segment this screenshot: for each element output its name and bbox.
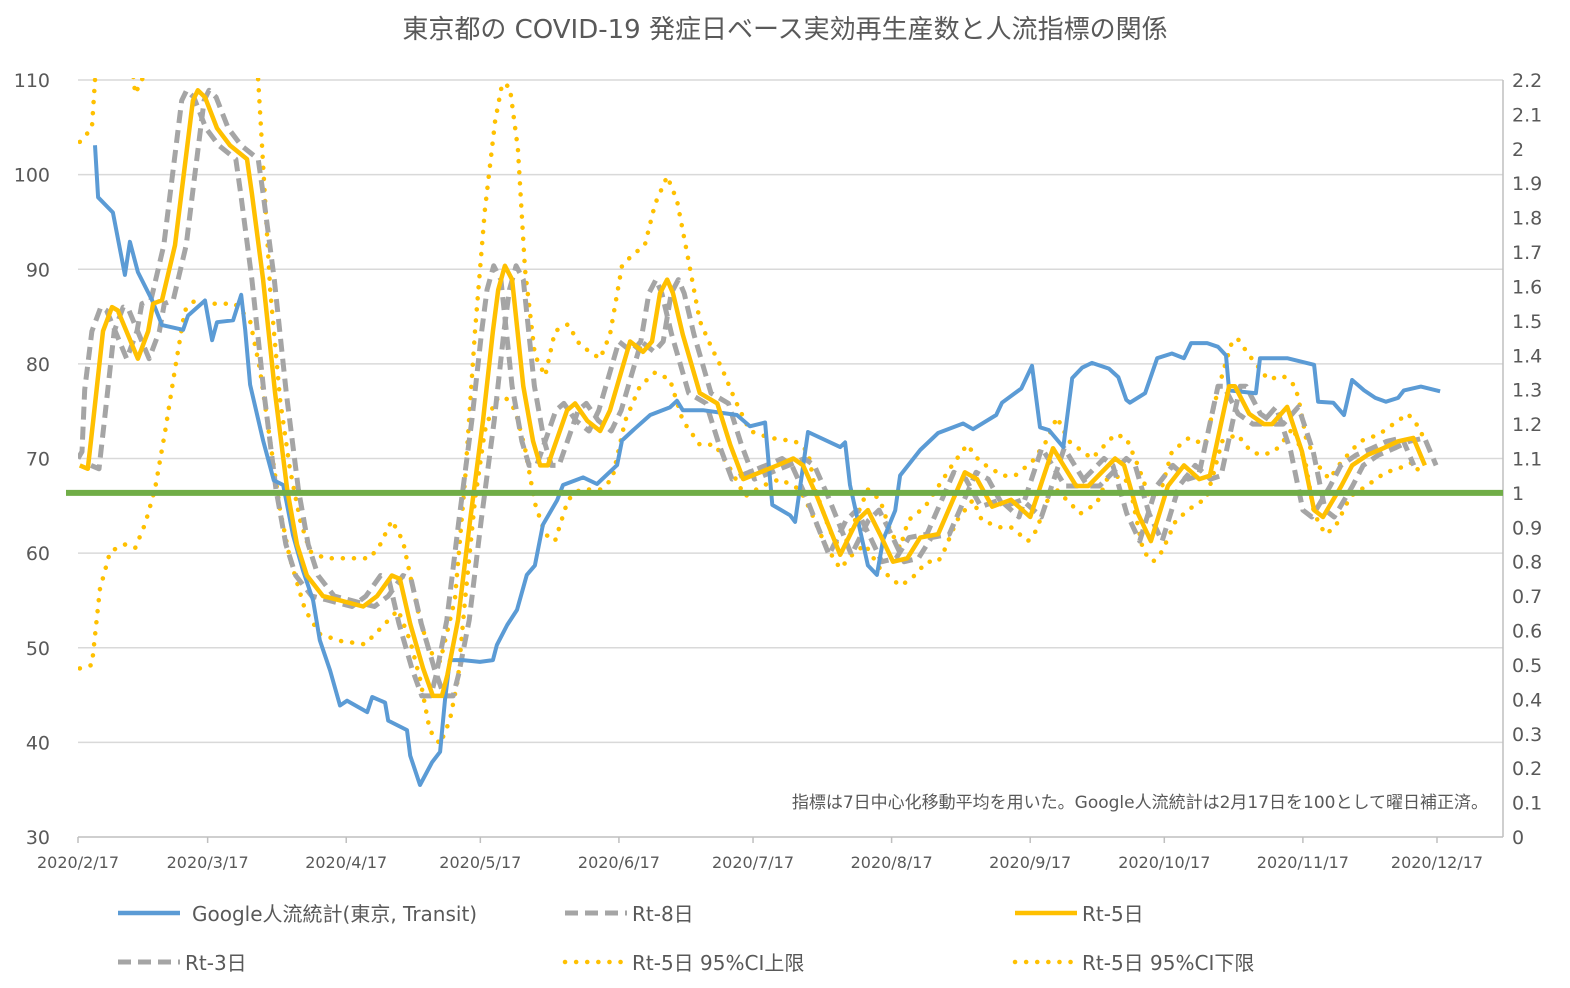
x-tick-label: 2020/12/17 <box>1391 853 1483 872</box>
x-tick-label: 2020/4/17 <box>305 853 387 872</box>
y-right-tick-label: 1.5 <box>1512 311 1542 333</box>
legend: Google人流統計(東京, Transit) Rt-8日 Rt-5日 Rt-3日 Rt… <box>118 902 1254 975</box>
x-tick-label: 2020/8/17 <box>851 853 933 872</box>
x-tick-label: 2020/6/17 <box>578 853 660 872</box>
x-tick-label: 2020/2/17 <box>37 853 119 872</box>
y-left-tick-label: 90 <box>26 259 50 281</box>
y-left-tick-label: 100 <box>14 165 50 187</box>
y-right-tick-label: 0.5 <box>1512 655 1542 677</box>
gridlines <box>78 79 1503 744</box>
y-right-tick-label: 0 <box>1512 827 1524 849</box>
y-right-tick-label: 1.8 <box>1512 208 1542 230</box>
series-line-rt3 <box>90 87 1439 699</box>
y-right-tick-label: 0.8 <box>1512 552 1542 574</box>
y-right-tick-label: 0.1 <box>1512 793 1542 815</box>
x-tick-label: 2020/7/17 <box>712 853 794 872</box>
chart-title: 東京都の COVID-19 発症日ベース実効再生産数と人流指標の関係 <box>402 15 1167 45</box>
y-left-tick-label: 70 <box>26 449 50 471</box>
legend-label: Google人流統計(東京, Transit) <box>192 902 477 926</box>
legend-item-ci_upper: Rt-5日 95%CI上限 <box>562 951 804 975</box>
x-tick-label: 2020/3/17 <box>167 853 249 872</box>
y-right-tick-label: 0.3 <box>1512 724 1542 746</box>
x-tick-label: 2020/10/17 <box>1118 853 1210 872</box>
series-line-rt8 <box>78 87 1417 699</box>
y-right-tick-label: 2.1 <box>1512 104 1542 126</box>
y-left-tick-label: 80 <box>26 354 50 376</box>
legend-label: Rt-5日 <box>1082 902 1144 926</box>
x-tick-label: 2020/9/17 <box>989 853 1071 872</box>
legend-label: Rt-3日 <box>185 951 247 975</box>
y-right-tick-label: 0.2 <box>1512 758 1542 780</box>
y-right-tick-label: 0.4 <box>1512 689 1542 711</box>
y-left-tick-label: 110 <box>14 70 50 92</box>
series-group <box>78 78 1441 787</box>
chart-annotation: 指標は7日中心化移動平均を用いた。Google人流統計は2月17日を100として… <box>792 793 1488 813</box>
legend-item-google: Google人流統計(東京, Transit) <box>118 902 477 926</box>
legend-label: Rt-5日 95%CI上限 <box>632 951 804 975</box>
y-right-tick-label: 1.3 <box>1512 380 1542 402</box>
y-right-tick-label: 1.7 <box>1512 242 1542 264</box>
y-right-tick-label: 1.9 <box>1512 173 1542 195</box>
y-right-tick-label: 0.7 <box>1512 586 1542 608</box>
legend-item-rt8: Rt-8日 <box>565 902 694 926</box>
y-right-tick-label: 2.2 <box>1512 70 1542 92</box>
legend-item-rt3: Rt-3日 <box>118 951 247 975</box>
x-tick-label: 2020/5/17 <box>439 853 521 872</box>
y-right-tick-label: 1 <box>1512 483 1524 505</box>
series-line-rt5 <box>78 88 1427 699</box>
y-left-tick-label: 30 <box>26 827 50 849</box>
y-right-tick-label: 0.9 <box>1512 517 1542 539</box>
y-left-tick-label: 50 <box>26 638 50 660</box>
legend-label: Rt-8日 <box>632 902 694 926</box>
y-left-tick-label: 40 <box>26 732 50 754</box>
axes: 30 40 50 60 70 80 90 100 110 0 0.1 0.2 0.3 0.4 0.5 0.6 0… <box>14 70 1542 872</box>
y-left-tick-label: 60 <box>26 543 50 565</box>
y-right-tick-label: 0.6 <box>1512 621 1542 643</box>
series-line-ci_upper <box>78 78 1428 664</box>
y-right-tick-label: 2 <box>1512 139 1524 161</box>
y-right-tick-label: 1.6 <box>1512 276 1542 298</box>
y-right-tick-label: 1.4 <box>1512 345 1542 367</box>
legend-item-ci_lower: Rt-5日 95%CI下限 <box>1012 951 1254 975</box>
legend-label: Rt-5日 95%CI下限 <box>1082 951 1254 975</box>
y-right-tick-label: 1.1 <box>1512 449 1542 471</box>
legend-item-rt5: Rt-5日 <box>1015 902 1144 926</box>
x-tick-label: 2020/11/17 <box>1257 853 1349 872</box>
y-right-tick-label: 1.2 <box>1512 414 1542 436</box>
